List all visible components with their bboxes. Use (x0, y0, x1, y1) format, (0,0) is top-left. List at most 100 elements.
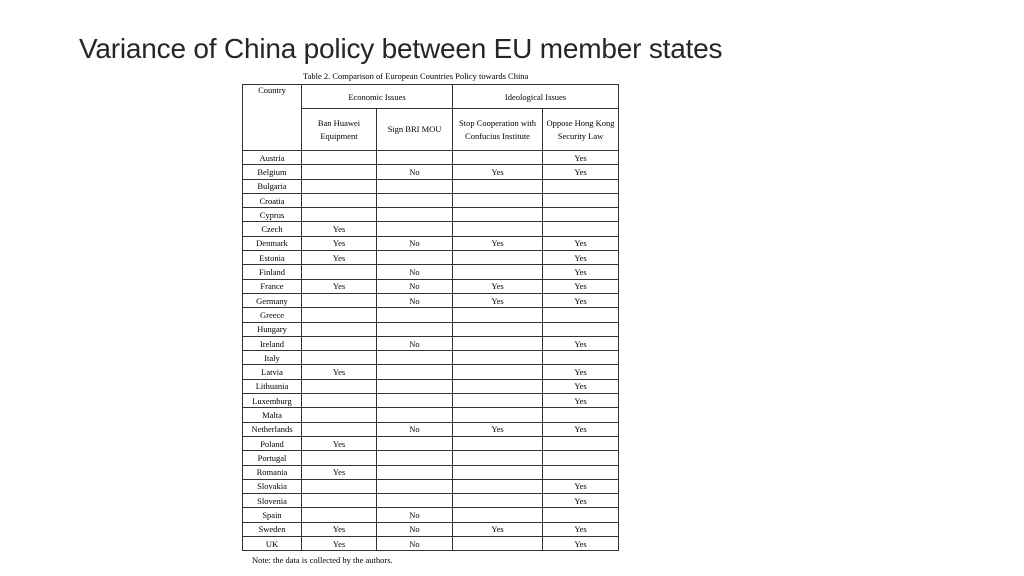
cell-oppose-hk-law: Yes (542, 378, 619, 395)
cell-country: Malta (242, 407, 302, 423)
cell-country: Italy (242, 350, 302, 366)
cell-sign-bri-mou: No (376, 164, 453, 180)
cell-ban-huawei (301, 164, 377, 180)
cell-country: Luxemburg (242, 393, 302, 409)
cell-stop-confucius (452, 350, 543, 366)
cell-ban-huawei: Yes (301, 221, 377, 237)
table-row: Hungary (242, 321, 619, 337)
table-row: Estonia Yes Yes (242, 250, 619, 266)
table-group-header-row: Country Economic Issues Ideological Issu… (242, 84, 619, 151)
cell-sign-bri-mou (376, 321, 453, 337)
slide-title: Variance of China policy between EU memb… (79, 33, 723, 64)
cell-stop-confucius (452, 149, 543, 166)
cell-ban-huawei (301, 350, 377, 366)
cell-country: Slovenia (242, 493, 302, 509)
cell-stop-confucius (452, 307, 543, 323)
cell-sign-bri-mou (376, 149, 453, 166)
cell-ban-huawei: Yes (301, 435, 377, 452)
cell-oppose-hk-law (542, 321, 619, 337)
cell-country: Ireland (242, 335, 302, 352)
cell-ban-huawei (301, 493, 377, 509)
cell-sign-bri-mou (376, 378, 453, 395)
cell-sign-bri-mou (376, 192, 453, 209)
cell-sign-bri-mou (376, 464, 453, 480)
table-row: Italy (242, 350, 619, 366)
cell-stop-confucius (452, 321, 543, 337)
table-row: Spain No (242, 507, 619, 523)
cell-sign-bri-mou (376, 307, 453, 323)
table-column-header-row: Ban Huawei Equipment Sign BRI MOU Stop C… (243, 108, 619, 151)
cell-oppose-hk-law (542, 407, 619, 423)
cell-oppose-hk-law (542, 192, 619, 209)
cell-sign-bri-mou: No (376, 536, 453, 552)
cell-oppose-hk-law: Yes (542, 164, 619, 180)
cell-ban-huawei (301, 192, 377, 209)
table-row: Romania Yes (242, 464, 619, 480)
cell-oppose-hk-law (542, 207, 619, 223)
cell-ban-huawei (301, 292, 377, 309)
cell-oppose-hk-law: Yes (542, 335, 619, 352)
cell-ban-huawei: Yes (301, 364, 377, 380)
cell-ban-huawei (301, 264, 377, 280)
cell-stop-confucius (452, 364, 543, 380)
cell-ban-huawei: Yes (301, 250, 377, 266)
column-header-oppose-hk-law: Oppose Hong Kong Security Law (542, 108, 619, 151)
cell-country: Denmark (242, 235, 302, 252)
cell-stop-confucius (452, 178, 543, 194)
cell-oppose-hk-law (542, 450, 619, 466)
cell-country: Estonia (242, 250, 302, 266)
cell-ban-huawei: Yes (301, 235, 377, 252)
table-row: France Yes No Yes Yes (242, 278, 619, 294)
column-group-ideological-issues: Ideological Issues (452, 84, 619, 109)
cell-sign-bri-mou: No (376, 507, 453, 523)
cell-country: Portugal (242, 450, 302, 466)
cell-oppose-hk-law: Yes (542, 149, 619, 166)
cell-oppose-hk-law: Yes (542, 292, 619, 309)
cell-sign-bri-mou: No (376, 292, 453, 309)
cell-ban-huawei (301, 450, 377, 466)
cell-sign-bri-mou (376, 350, 453, 366)
cell-ban-huawei (301, 335, 377, 352)
cell-country: Netherlands (242, 421, 302, 437)
cell-sign-bri-mou (376, 364, 453, 380)
cell-country: France (242, 278, 302, 294)
cell-stop-confucius (452, 207, 543, 223)
cell-country: Germany (242, 292, 302, 309)
cell-stop-confucius (452, 450, 543, 466)
cell-stop-confucius (452, 407, 543, 423)
cell-country: Cyprus (242, 207, 302, 223)
cell-oppose-hk-law: Yes (542, 521, 619, 538)
cell-sign-bri-mou: No (376, 521, 453, 538)
cell-sign-bri-mou (376, 478, 453, 495)
cell-stop-confucius (452, 536, 543, 552)
cell-country: Finland (242, 264, 302, 280)
cell-oppose-hk-law: Yes (542, 421, 619, 437)
cell-stop-confucius (452, 393, 543, 409)
cell-ban-huawei (301, 378, 377, 395)
column-header-country: Country (242, 84, 302, 151)
table-row: Slovakia Yes (242, 478, 619, 495)
cell-country: Bulgaria (242, 178, 302, 194)
cell-sign-bri-mou (376, 250, 453, 266)
cell-oppose-hk-law: Yes (542, 393, 619, 409)
cell-ban-huawei (301, 178, 377, 194)
cell-stop-confucius (452, 435, 543, 452)
cell-ban-huawei: Yes (301, 536, 377, 552)
cell-stop-confucius: Yes (452, 421, 543, 437)
table-row: Latvia Yes Yes (242, 364, 619, 380)
cell-country: Lithuania (242, 378, 302, 395)
column-header-stop-confucius: Stop Cooperation with Confucius Institut… (452, 108, 543, 151)
cell-stop-confucius: Yes (452, 292, 543, 309)
table-row: Finland No Yes (242, 264, 619, 280)
policy-comparison-table: Country Economic Issues Ideological Issu… (242, 84, 619, 552)
cell-oppose-hk-law (542, 350, 619, 366)
cell-country: Greece (242, 307, 302, 323)
table-row: Sweden Yes No Yes Yes (242, 521, 619, 538)
cell-ban-huawei: Yes (301, 464, 377, 480)
table-row: Austria Yes (242, 149, 619, 166)
column-header-sign-bri-mou: Sign BRI MOU (376, 108, 453, 151)
table-caption: Table 2. Comparison of European Countrie… (303, 71, 529, 81)
cell-oppose-hk-law: Yes (542, 493, 619, 509)
cell-stop-confucius (452, 464, 543, 480)
cell-sign-bri-mou: No (376, 421, 453, 437)
